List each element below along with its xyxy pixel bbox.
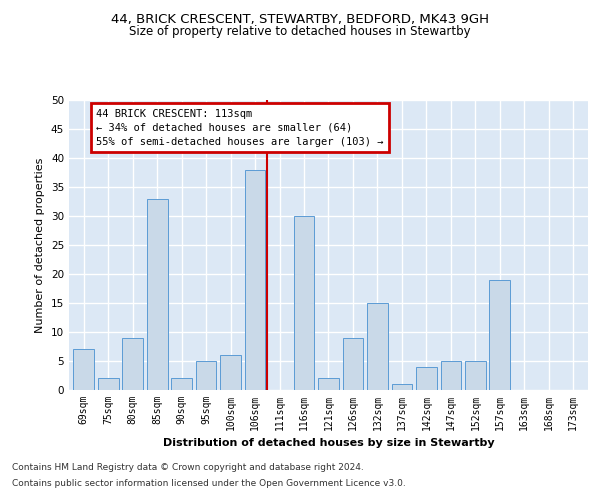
Bar [293,216,314,390]
Text: Distribution of detached houses by size in Stewartby: Distribution of detached houses by size … [163,438,494,448]
Bar [73,350,94,390]
Bar [490,280,510,390]
Text: 44 BRICK CRESCENT: 113sqm
← 34% of detached houses are smaller (64)
55% of semi-: 44 BRICK CRESCENT: 113sqm ← 34% of detac… [96,108,383,146]
Bar [367,303,388,390]
Bar [245,170,265,390]
Bar [220,355,241,390]
Bar [171,378,192,390]
Bar [343,338,364,390]
Bar [416,367,437,390]
Text: Size of property relative to detached houses in Stewartby: Size of property relative to detached ho… [129,25,471,38]
Bar [392,384,412,390]
Bar [318,378,339,390]
Bar [465,361,486,390]
Bar [98,378,119,390]
Text: Contains public sector information licensed under the Open Government Licence v3: Contains public sector information licen… [12,478,406,488]
Bar [122,338,143,390]
Bar [440,361,461,390]
Text: 44, BRICK CRESCENT, STEWARTBY, BEDFORD, MK43 9GH: 44, BRICK CRESCENT, STEWARTBY, BEDFORD, … [111,12,489,26]
Text: Contains HM Land Registry data © Crown copyright and database right 2024.: Contains HM Land Registry data © Crown c… [12,464,364,472]
Bar [196,361,217,390]
Y-axis label: Number of detached properties: Number of detached properties [35,158,46,332]
Bar [147,198,167,390]
